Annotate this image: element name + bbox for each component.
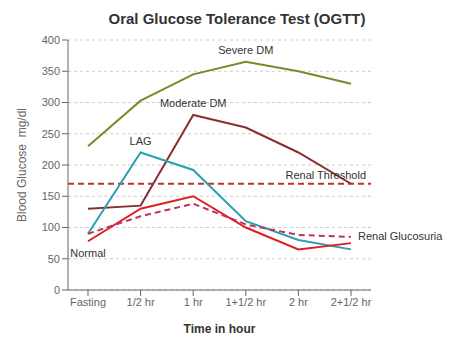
svg-text:150: 150 [42,190,60,202]
svg-text:Severe DM: Severe DM [218,44,273,56]
svg-text:2+1/2 hr: 2+1/2 hr [331,296,372,308]
svg-text:Renal Glucosuria: Renal Glucosuria [358,230,443,242]
svg-text:Moderate DM: Moderate DM [160,97,227,109]
svg-text:350: 350 [42,65,60,77]
svg-text:Fasting: Fasting [70,296,106,308]
svg-text:300: 300 [42,96,60,108]
html-text:Oral Glucose Tolerance Test (O: Oral Glucose Tolerance Test (OGTT) [108,10,366,27]
svg-text:100: 100 [42,221,60,233]
svg-text:0: 0 [54,284,60,296]
svg-text:Renal Threshold: Renal Threshold [285,169,366,181]
svg-text:250: 250 [42,128,60,140]
svg-text:200: 200 [42,159,60,171]
svg-text:LAG: LAG [130,135,152,147]
svg-text:50: 50 [48,253,60,265]
svg-text:1 hr: 1 hr [184,296,203,308]
svg-text:1+1/2 hr: 1+1/2 hr [225,296,266,308]
svg-text:400: 400 [42,34,60,46]
svg-text:Time in hour: Time in hour [184,322,256,336]
svg-text:Blood Glucose mg/dl: Blood Glucose mg/dl [15,108,29,222]
svg-text:1/2 hr: 1/2 hr [127,296,155,308]
svg-text:2 hr: 2 hr [289,296,308,308]
svg-text:Normal: Normal [70,247,105,259]
